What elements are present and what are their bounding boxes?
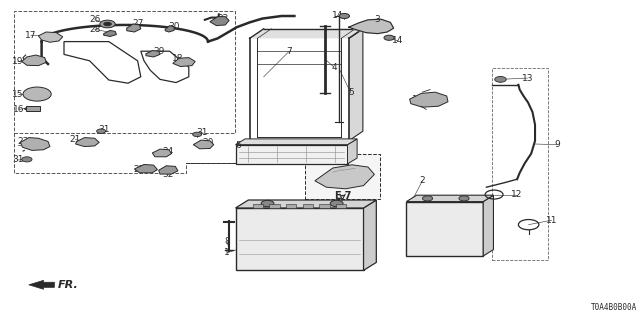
Text: T0A4B0B00A: T0A4B0B00A (591, 303, 637, 312)
Text: 9: 9 (554, 140, 559, 149)
Text: 26: 26 (89, 15, 100, 24)
Text: 6: 6 (236, 141, 241, 150)
Polygon shape (364, 200, 376, 270)
Circle shape (97, 129, 106, 133)
Polygon shape (104, 30, 116, 36)
Bar (236, 145, 348, 164)
Bar (269, 204, 280, 208)
Polygon shape (22, 55, 46, 66)
Polygon shape (29, 280, 54, 289)
Polygon shape (210, 17, 229, 26)
FancyBboxPatch shape (305, 154, 380, 199)
Polygon shape (483, 195, 493, 256)
Text: 31: 31 (12, 156, 24, 164)
Polygon shape (348, 139, 357, 164)
Text: 5: 5 (348, 88, 353, 97)
Polygon shape (159, 166, 178, 174)
Text: 10: 10 (412, 95, 423, 104)
Bar (253, 204, 263, 208)
Bar (303, 204, 313, 208)
Circle shape (22, 157, 32, 162)
Text: 15: 15 (12, 90, 24, 99)
Text: 14: 14 (392, 36, 404, 45)
Polygon shape (76, 138, 99, 147)
Text: 32: 32 (162, 170, 173, 179)
Circle shape (100, 20, 115, 28)
Polygon shape (127, 24, 141, 32)
Text: 21: 21 (70, 135, 81, 144)
Polygon shape (406, 195, 493, 202)
Circle shape (330, 200, 343, 207)
Circle shape (495, 76, 506, 82)
Polygon shape (349, 29, 363, 141)
Polygon shape (410, 92, 448, 107)
Circle shape (23, 87, 51, 101)
Bar (236, 208, 364, 270)
Text: 23: 23 (17, 137, 29, 146)
Text: 4: 4 (332, 63, 337, 72)
Polygon shape (38, 32, 63, 42)
Polygon shape (146, 51, 160, 57)
Text: 11: 11 (546, 216, 557, 225)
Polygon shape (193, 140, 214, 149)
Text: 31: 31 (196, 128, 208, 137)
Text: 1: 1 (225, 248, 230, 257)
Text: 20: 20 (202, 138, 214, 147)
Circle shape (261, 200, 274, 207)
Bar (26, 106, 40, 111)
Polygon shape (315, 165, 374, 189)
Text: 8: 8 (225, 237, 230, 246)
Text: 25: 25 (134, 165, 145, 174)
Text: 27: 27 (132, 19, 143, 28)
Text: E-7: E-7 (334, 191, 351, 201)
Circle shape (422, 196, 433, 201)
Text: 2: 2 (420, 176, 425, 185)
Polygon shape (134, 164, 157, 173)
Bar (286, 204, 296, 208)
Polygon shape (236, 139, 357, 145)
Polygon shape (20, 138, 50, 150)
Bar (336, 204, 346, 208)
Circle shape (339, 13, 349, 19)
Text: FR.: FR. (58, 280, 78, 290)
Text: 22: 22 (217, 14, 228, 23)
Polygon shape (236, 200, 376, 208)
Text: 3: 3 (375, 15, 380, 24)
Polygon shape (250, 29, 363, 38)
Text: 16: 16 (13, 105, 25, 114)
Polygon shape (152, 149, 172, 157)
Text: 12: 12 (511, 190, 523, 199)
Circle shape (459, 196, 469, 201)
Text: 14: 14 (332, 12, 344, 20)
Text: 18: 18 (172, 54, 184, 63)
Text: 13: 13 (522, 74, 533, 83)
Circle shape (193, 132, 202, 137)
Polygon shape (173, 58, 195, 67)
Text: 24: 24 (162, 147, 173, 156)
Polygon shape (349, 19, 394, 34)
Circle shape (104, 22, 111, 26)
Text: 29: 29 (153, 47, 164, 56)
Circle shape (384, 35, 394, 40)
Text: 31: 31 (98, 125, 109, 134)
Text: 7: 7 (287, 47, 292, 56)
Bar (319, 204, 330, 208)
Text: 30: 30 (168, 22, 180, 31)
Text: 19: 19 (12, 57, 24, 66)
Bar (406, 202, 483, 256)
Polygon shape (165, 26, 174, 32)
Text: 28: 28 (89, 25, 100, 34)
Text: 17: 17 (25, 31, 36, 40)
